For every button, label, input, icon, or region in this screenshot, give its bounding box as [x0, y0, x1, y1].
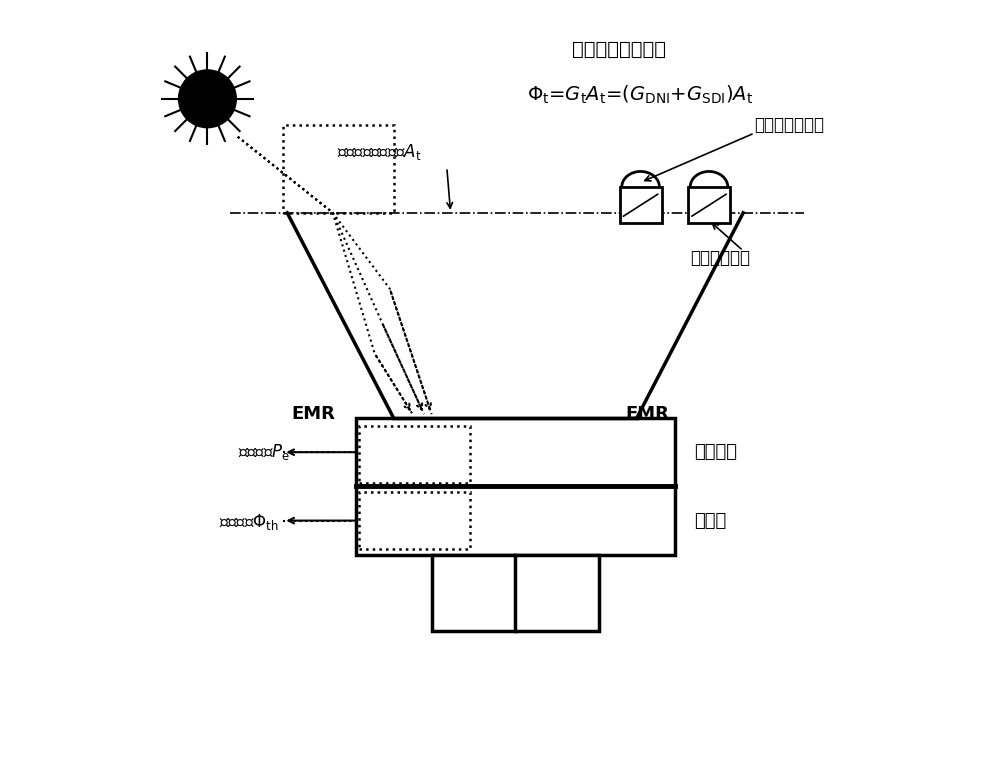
Text: 产热流量$\mathit{\Phi}_\mathrm{th}$: 产热流量$\mathit{\Phi}_\mathrm{th}$ — [219, 512, 279, 532]
Bar — [359, 426, 470, 483]
Text: EMR: EMR — [291, 405, 335, 423]
Text: 跟踪器: 跟踪器 — [499, 603, 531, 621]
Text: EMR: EMR — [625, 405, 669, 423]
Text: 入射光孔采光面积$\mathit{A}_\mathrm{t}$: 入射光孔采光面积$\mathit{A}_\mathrm{t}$ — [337, 142, 421, 162]
Bar — [432, 555, 599, 631]
Bar — [283, 125, 394, 213]
Circle shape — [179, 70, 236, 128]
Text: 太阳总辐射通量：: 太阳总辐射通量： — [572, 40, 666, 59]
Bar — [359, 492, 470, 549]
Text: 太阳散射辐射表: 太阳散射辐射表 — [755, 116, 825, 135]
Text: 散热器: 散热器 — [694, 511, 726, 530]
Text: 太阳总辐射表: 太阳总辐射表 — [690, 249, 750, 268]
Bar — [620, 187, 662, 223]
Bar — [356, 418, 675, 486]
Text: 产电功率$\mathit{P}_\mathrm{e}$: 产电功率$\mathit{P}_\mathrm{e}$ — [238, 442, 290, 462]
Bar — [688, 187, 730, 223]
Text: $\it{\Phi}$$_\mathrm{t}$=$\it{G}$$_\mathrm{t}$$\it{A}$$_\mathrm{t}$=($\it{G}$$_\: $\it{\Phi}$$_\mathrm{t}$=$\it{G}$$_\math… — [527, 84, 753, 106]
Text: 光伏组件: 光伏组件 — [694, 443, 737, 461]
Bar — [356, 486, 675, 555]
